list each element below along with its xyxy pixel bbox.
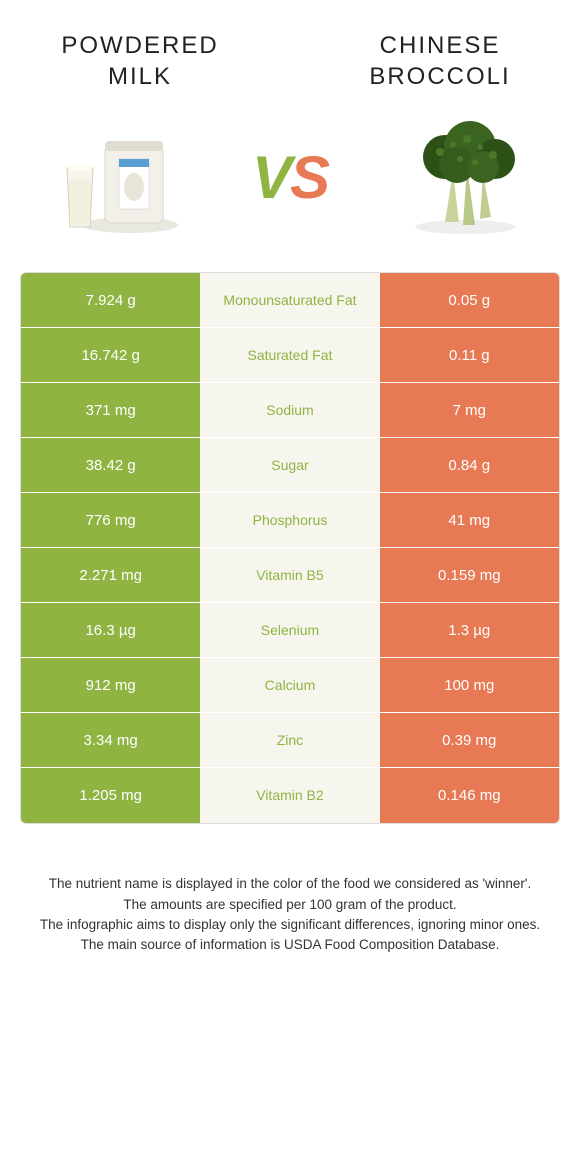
left-value-cell: 1.205 mg bbox=[21, 768, 200, 823]
left-value-cell: 16.3 µg bbox=[21, 603, 200, 657]
nutrient-label-cell: Vitamin B2 bbox=[200, 768, 379, 823]
right-value-cell: 0.05 g bbox=[380, 273, 559, 327]
right-value-cell: 0.11 g bbox=[380, 328, 559, 382]
nutrient-label-cell: Selenium bbox=[200, 603, 379, 657]
nutrient-label-cell: Zinc bbox=[200, 713, 379, 767]
left-value-cell: 912 mg bbox=[21, 658, 200, 712]
table-row: 16.742 gSaturated Fat0.11 g bbox=[21, 328, 559, 383]
table-row: 38.42 gSugar0.84 g bbox=[21, 438, 559, 493]
left-food-title: POWDERED MILK bbox=[40, 30, 240, 92]
nutrient-label-cell: Sugar bbox=[200, 438, 379, 492]
vs-label: VS bbox=[252, 143, 328, 212]
left-value-cell: 371 mg bbox=[21, 383, 200, 437]
table-row: 776 mgPhosphorus41 mg bbox=[21, 493, 559, 548]
left-value-cell: 38.42 g bbox=[21, 438, 200, 492]
footer-line: The infographic aims to display only the… bbox=[25, 915, 555, 935]
right-value-cell: 41 mg bbox=[380, 493, 559, 547]
right-value-cell: 1.3 µg bbox=[380, 603, 559, 657]
table-row: 7.924 gMonounsaturated Fat0.05 g bbox=[21, 273, 559, 328]
table-row: 2.271 mgVitamin B50.159 mg bbox=[21, 548, 559, 603]
left-value-cell: 16.742 g bbox=[21, 328, 200, 382]
left-food-image bbox=[40, 112, 190, 242]
left-value-cell: 3.34 mg bbox=[21, 713, 200, 767]
table-row: 1.205 mgVitamin B20.146 mg bbox=[21, 768, 559, 823]
footer-line: The amounts are specified per 100 gram o… bbox=[25, 895, 555, 915]
right-value-cell: 7 mg bbox=[380, 383, 559, 437]
nutrient-label-cell: Vitamin B5 bbox=[200, 548, 379, 602]
right-food-image bbox=[390, 112, 540, 242]
table-row: 16.3 µgSelenium1.3 µg bbox=[21, 603, 559, 658]
nutrient-label-cell: Phosphorus bbox=[200, 493, 379, 547]
footer-line: The nutrient name is displayed in the co… bbox=[25, 874, 555, 894]
right-food-title: CHINESE BROCCOLI bbox=[340, 30, 540, 92]
broccoli-icon bbox=[395, 117, 535, 237]
right-value-cell: 0.39 mg bbox=[380, 713, 559, 767]
footer-line: The main source of information is USDA F… bbox=[25, 935, 555, 955]
left-value-cell: 7.924 g bbox=[21, 273, 200, 327]
left-value-cell: 776 mg bbox=[21, 493, 200, 547]
powdered-milk-icon bbox=[45, 117, 185, 237]
comparison-table: 7.924 gMonounsaturated Fat0.05 g16.742 g… bbox=[20, 272, 560, 824]
nutrient-label-cell: Saturated Fat bbox=[200, 328, 379, 382]
right-value-cell: 0.159 mg bbox=[380, 548, 559, 602]
nutrient-label-cell: Sodium bbox=[200, 383, 379, 437]
table-row: 912 mgCalcium100 mg bbox=[21, 658, 559, 713]
header: POWDERED MILK CHINESE BROCCOLI bbox=[0, 0, 580, 102]
nutrient-label-cell: Monounsaturated Fat bbox=[200, 273, 379, 327]
right-value-cell: 0.84 g bbox=[380, 438, 559, 492]
right-value-cell: 100 mg bbox=[380, 658, 559, 712]
images-row: VS bbox=[0, 102, 580, 272]
left-value-cell: 2.271 mg bbox=[21, 548, 200, 602]
footer-notes: The nutrient name is displayed in the co… bbox=[0, 824, 580, 995]
right-value-cell: 0.146 mg bbox=[380, 768, 559, 823]
table-row: 3.34 mgZinc0.39 mg bbox=[21, 713, 559, 768]
nutrient-label-cell: Calcium bbox=[200, 658, 379, 712]
table-row: 371 mgSodium7 mg bbox=[21, 383, 559, 438]
